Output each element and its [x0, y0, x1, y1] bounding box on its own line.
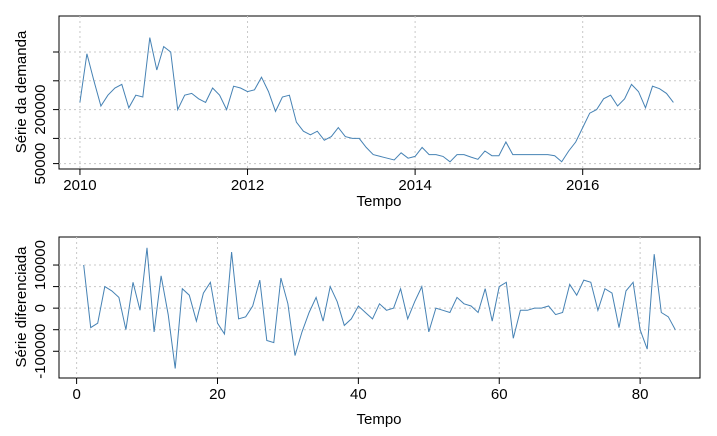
x-tick-label: 2012	[231, 177, 264, 194]
y-tick-label: 50000	[32, 143, 49, 185]
series-line	[79, 37, 674, 163]
x-tick-label: 2014	[398, 177, 431, 194]
y-axis: -100000 0 100000	[32, 240, 59, 379]
x-tick-label: 80	[632, 386, 649, 403]
y-axis-label: Série diferenciada	[13, 246, 30, 368]
x-axis: 0 20 40 60 80	[72, 377, 649, 403]
x-tick-label: 40	[350, 386, 367, 403]
y-tick-label: 0	[32, 304, 49, 312]
y-tick-label: 200000	[32, 85, 49, 135]
y-tick-label: -100000	[32, 324, 49, 379]
x-axis-label: Tempo	[356, 193, 401, 210]
plot-frame	[58, 15, 701, 170]
series	[83, 247, 676, 369]
x-tick-label: 2016	[566, 177, 599, 194]
series	[79, 37, 674, 163]
y-tick-label: 100000	[32, 240, 49, 290]
x-tick-label: 2010	[63, 177, 96, 194]
differenced-series-panel: 0 20 40 60 80 -100000 0 100000 Tempo Série dif…	[13, 236, 701, 428]
plot-frame	[58, 236, 701, 379]
x-axis-label: Tempo	[356, 411, 401, 428]
x-tick-label: 20	[209, 386, 226, 403]
x-axis: 2010 2012 2014 2016	[63, 168, 599, 194]
x-tick-label: 0	[72, 386, 80, 403]
demand-series-panel: 2010 2012 2014 2016 50000 200000 Tempo Série…	[13, 15, 701, 210]
x-tick-label: 60	[491, 386, 508, 403]
y-axis: 50000 200000	[32, 51, 59, 185]
series-line	[83, 247, 676, 369]
y-axis-label: Série da demanda	[13, 30, 30, 153]
grid	[59, 16, 700, 169]
grid	[59, 237, 700, 378]
